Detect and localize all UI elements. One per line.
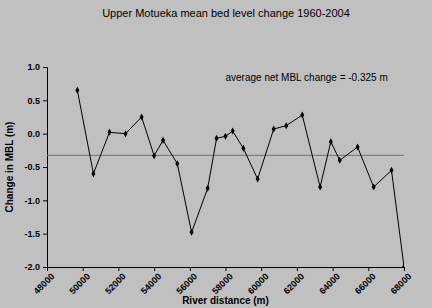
data-point	[318, 184, 322, 191]
x-tick-label: 62000	[282, 271, 307, 296]
x-tick-label: 60000	[246, 271, 271, 296]
y-tick: -1.0	[24, 196, 47, 206]
data-point	[256, 176, 260, 183]
x-tick: 60000	[246, 267, 271, 296]
data-point	[241, 145, 245, 152]
y-tick: 1.0	[27, 62, 47, 72]
x-tick-mark	[226, 267, 227, 271]
x-tick-mark	[297, 267, 298, 271]
y-tick-label: 0.5	[27, 96, 40, 106]
data-point	[107, 129, 111, 136]
data-point	[124, 130, 128, 137]
plot-area	[47, 87, 404, 267]
x-tick-label: 64000	[317, 271, 342, 296]
data-point	[152, 152, 156, 159]
y-tick-label: 1.0	[27, 62, 40, 72]
x-tick: 56000	[174, 267, 199, 296]
data-point	[161, 137, 165, 144]
y-tick-label: -1.0	[24, 196, 40, 206]
x-tick-mark	[404, 267, 405, 271]
x-tick-label: 50000	[67, 271, 92, 296]
y-tick: -2.0	[24, 262, 47, 272]
x-tick: 66000	[353, 267, 378, 296]
x-tick-mark	[368, 267, 369, 271]
x-tick-mark	[190, 267, 191, 271]
y-tick-mark	[43, 267, 47, 268]
x-tick: 62000	[282, 267, 307, 296]
x-tick-label: 68000	[389, 271, 414, 296]
x-tick: 50000	[67, 267, 92, 296]
data-point	[190, 229, 194, 236]
y-tick-label: -0.5	[24, 162, 40, 172]
data-point	[389, 167, 393, 174]
y-axis-line	[43, 68, 48, 268]
data-point	[402, 264, 404, 267]
y-tick-mark	[43, 67, 47, 68]
x-tick-mark	[83, 267, 84, 271]
y-tick-mark	[43, 167, 47, 168]
x-tick: 52000	[103, 267, 128, 296]
data-point	[91, 170, 95, 177]
data-point	[372, 184, 376, 191]
data-point	[215, 135, 219, 142]
data-point	[338, 157, 342, 164]
y-tick: -0.5	[24, 162, 47, 172]
y-tick: -1.5	[24, 229, 47, 239]
title: Upper Motueka mean bed level change 1960…	[102, 7, 350, 19]
x-tick-label: 56000	[174, 271, 199, 296]
y-axis-title: Change in MBL (m)	[4, 122, 15, 213]
chart: Upper Motueka mean bed level change 1960…	[0, 0, 432, 308]
data-line	[77, 90, 404, 267]
x-tick-mark	[261, 267, 262, 271]
y-tick-mark	[43, 100, 47, 101]
x-tick-label: 52000	[103, 271, 128, 296]
data-point	[272, 126, 276, 133]
y-tick-label: -1.5	[24, 229, 40, 239]
data-point	[223, 133, 227, 140]
data-point	[356, 144, 360, 151]
data-point	[284, 122, 288, 129]
data-point	[206, 185, 210, 192]
data-point	[75, 87, 79, 94]
x-tick: 54000	[139, 267, 164, 296]
data-point	[231, 128, 235, 135]
x-axis-line	[48, 268, 405, 272]
y-tick-mark	[43, 200, 47, 201]
x-axis: 48000 50000 52000 54000 56000 58000 60000 62000…	[32, 267, 414, 296]
x-tick-label: 54000	[139, 271, 164, 296]
x-tick-label: 58000	[210, 271, 235, 296]
annotation: average net MBL change = -0.325 m	[226, 72, 388, 83]
x-axis-title: River distance (m)	[182, 295, 269, 306]
y-tick-mark	[43, 134, 47, 135]
data-point	[175, 160, 179, 167]
x-tick: 58000	[210, 267, 235, 296]
y-tick-label: -2.0	[24, 262, 40, 272]
data-point	[300, 112, 304, 119]
y-tick: 0.0	[27, 129, 47, 139]
y-tick-mark	[43, 234, 47, 235]
y-tick-label: 0.0	[27, 129, 40, 139]
x-tick-label: 66000	[353, 271, 378, 296]
data-point	[140, 114, 144, 121]
x-tick-mark	[333, 267, 334, 271]
x-tick-label: 48000	[32, 271, 57, 296]
y-axis: -2.0 -1.5 -1.0 -0.5 0.0 0.5 1.0	[24, 62, 47, 272]
background	[0, 0, 432, 308]
x-tick: 64000	[317, 267, 342, 296]
y-tick: 0.5	[27, 96, 47, 106]
x-tick-mark	[154, 267, 155, 271]
x-tick-mark	[118, 267, 119, 271]
x-tick: 68000	[389, 267, 414, 296]
data-point	[329, 138, 333, 145]
